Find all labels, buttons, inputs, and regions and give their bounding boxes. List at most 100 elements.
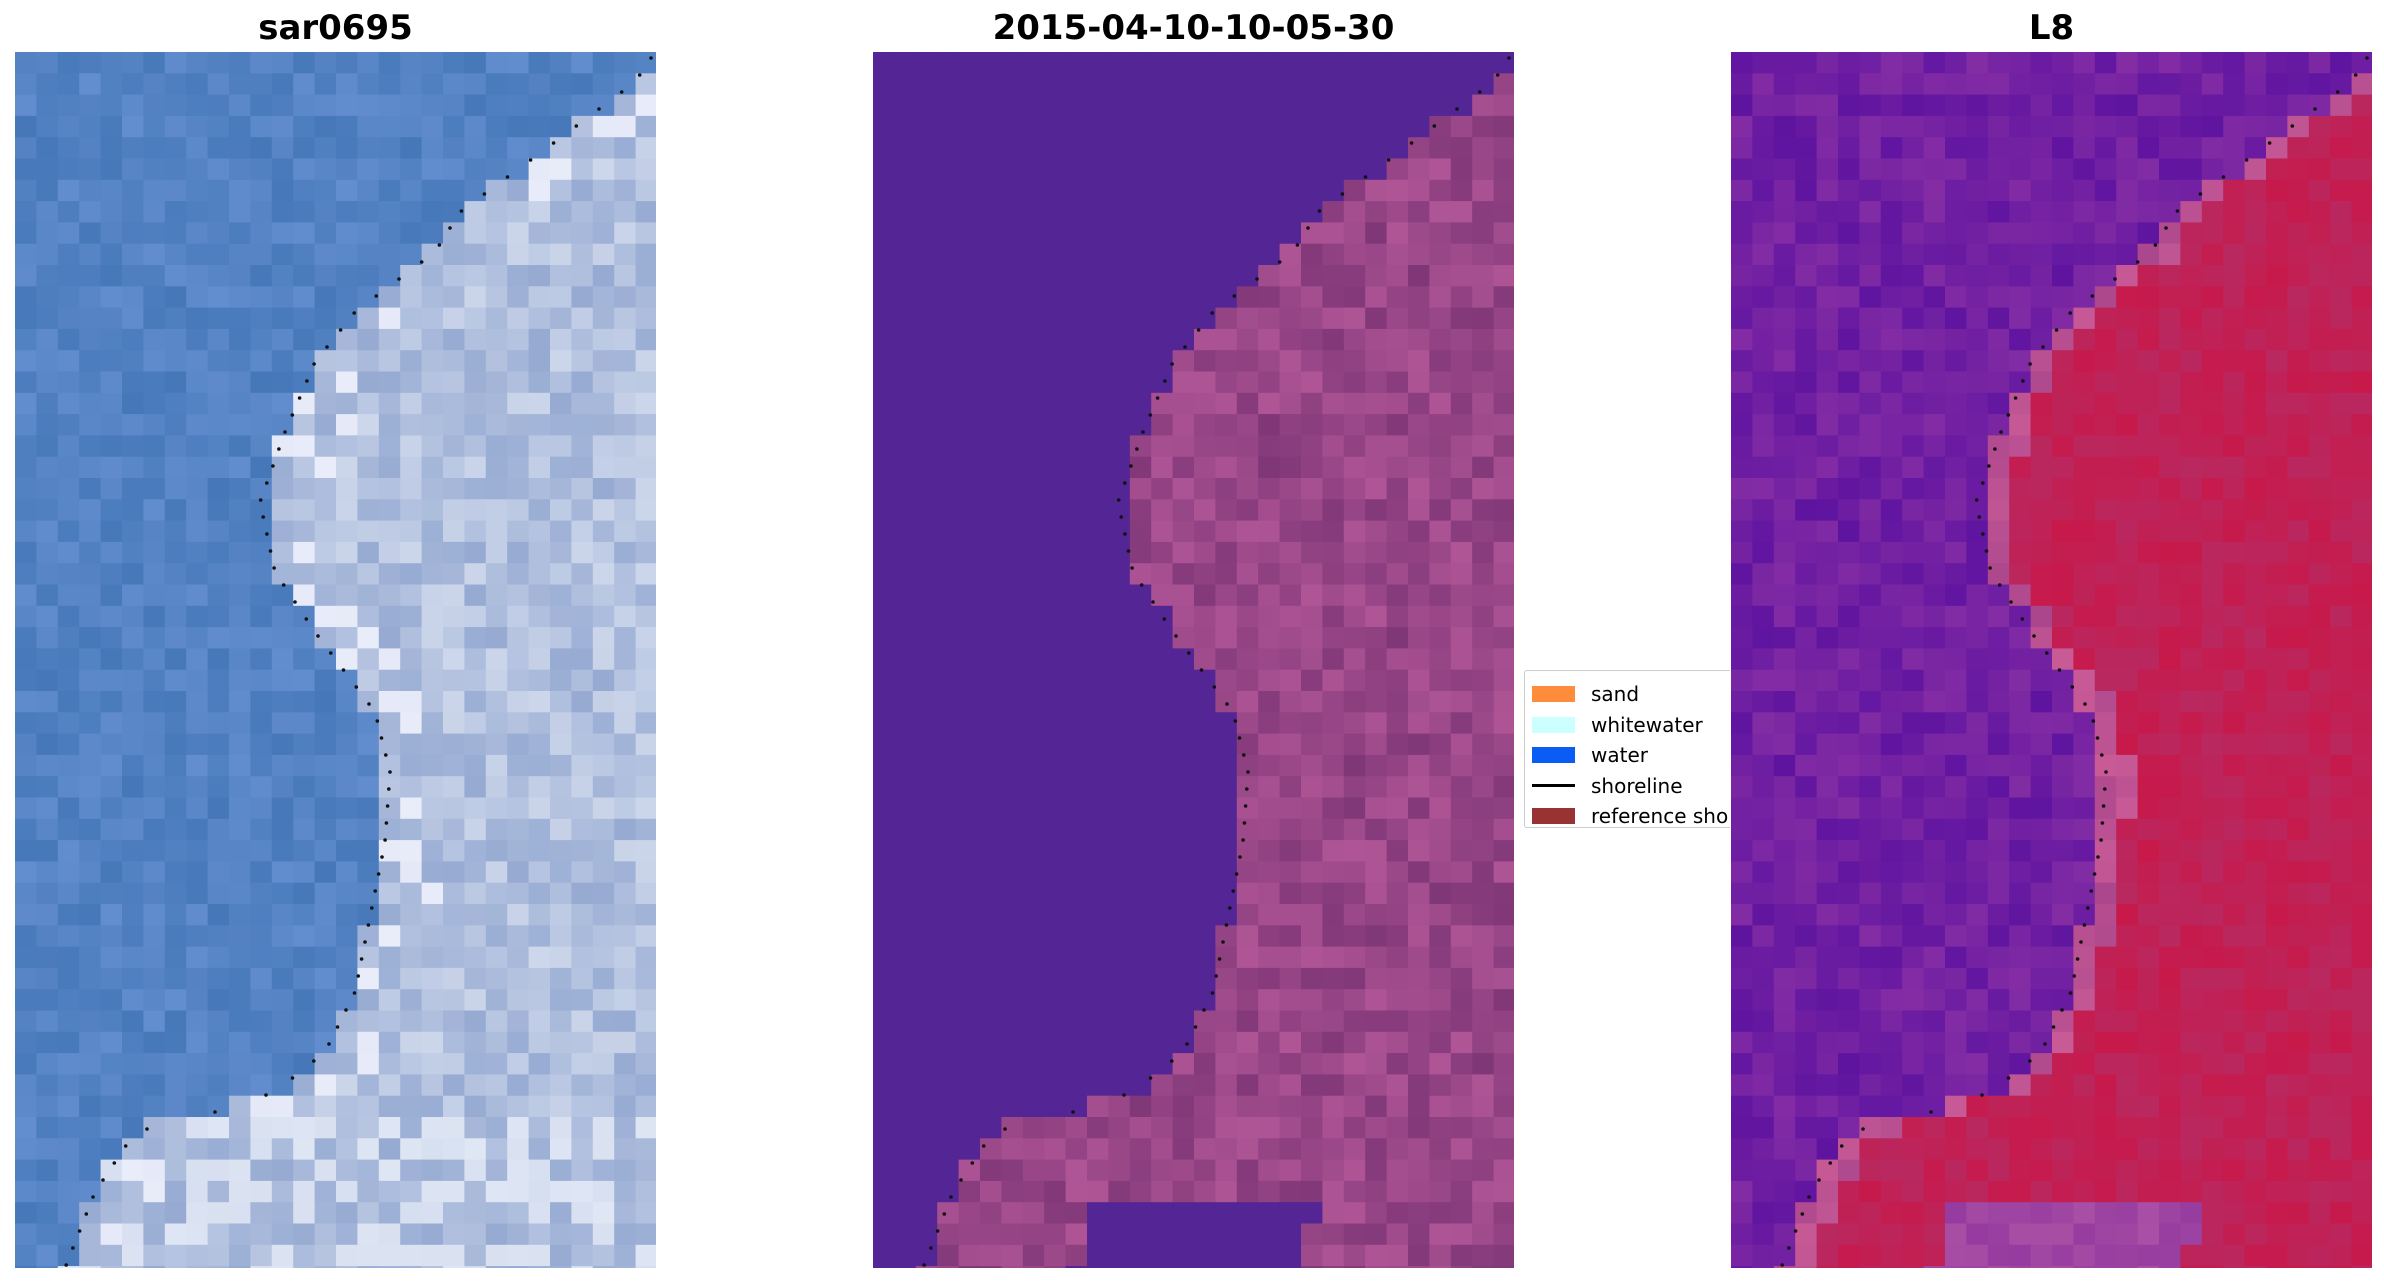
reference-shoreline-dot [367, 702, 371, 706]
reference-shoreline-dot [1003, 1127, 1007, 1131]
reference-shoreline-dot [929, 1246, 933, 1250]
reference-shoreline-dot [1507, 56, 1511, 60]
reference-shoreline-dot [1196, 328, 1201, 332]
reference-shoreline-dot [2082, 923, 2087, 927]
reference-shoreline-dot [2089, 889, 2093, 893]
reference-shoreline-dot [1780, 1263, 1784, 1267]
reference-shoreline-dot [1807, 1195, 1811, 1199]
legend-label: shoreline [1591, 773, 1683, 798]
reference-shoreline-dot [268, 549, 273, 553]
reference-shoreline-dot [1148, 1076, 1153, 1080]
reference-shoreline-dot [84, 1212, 89, 1216]
reference-shoreline-dot [2091, 719, 2096, 723]
reference-shoreline-dot [1999, 430, 2003, 434]
panel-title-classification: 2015-04-10-10-05-30 [992, 8, 1395, 48]
reference-shoreline-dot [1148, 413, 1153, 417]
reference-shoreline-dot [1237, 736, 1242, 740]
reference-shoreline-dot [383, 838, 387, 842]
reference-shoreline-dot [352, 991, 357, 995]
reference-shoreline-dot [2353, 73, 2358, 77]
reference-shoreline-dot [1793, 1229, 1798, 1233]
reference-shoreline-dot [2028, 362, 2032, 366]
reference-shoreline-dot [2164, 226, 2168, 230]
reference-shoreline-dot [123, 1144, 128, 1148]
reference-shoreline-dot [1139, 583, 1144, 587]
reference-shoreline-dot [1246, 770, 1250, 774]
reference-shoreline-dot [419, 260, 424, 264]
reference-shoreline-dot [1243, 804, 1248, 808]
classified-image [873, 52, 1514, 1268]
reference-shoreline-dot [2198, 192, 2203, 196]
reference-shoreline-dot [1386, 158, 1391, 162]
reference-shoreline-dot [363, 940, 367, 944]
reference-shoreline-dot [1231, 889, 1235, 893]
reference-shoreline-dot [373, 889, 378, 893]
reference-shoreline-dot [112, 1161, 117, 1165]
reference-shoreline-dot [2051, 1025, 2056, 1029]
reference-shoreline-dot [942, 1212, 947, 1216]
reference-shoreline-dot [459, 209, 464, 213]
mndwi-image [1731, 52, 2372, 1268]
legend: sand whitewater water shoreline referenc… [1524, 670, 1730, 828]
reference-shoreline-dot [1277, 260, 1282, 264]
reference-shoreline-dot [1071, 1110, 1075, 1114]
reference-shoreline-dot [1432, 124, 1437, 128]
reference-shoreline-dot [1202, 1008, 1206, 1012]
panel-title-mndwi: L8 [2028, 8, 2075, 48]
reference-shoreline-dot [1217, 957, 1222, 961]
reference-shoreline-dot [1155, 396, 1160, 400]
mndwi-image-canvas [1731, 52, 2372, 1268]
reference-shoreline-dot [71, 1246, 75, 1250]
reference-shoreline-dot [1241, 838, 1245, 842]
reference-shoreline-dot [1135, 447, 1139, 451]
reference-shoreline-dot [2313, 107, 2317, 111]
reference-shoreline-dot [597, 107, 601, 111]
reference-shoreline-dot [1233, 719, 1238, 723]
reference-shoreline-dot [2101, 804, 2106, 808]
reference-shoreline-dot [1828, 1161, 1833, 1165]
reference-shoreline-dot [437, 243, 442, 247]
reference-shoreline-dot [1242, 821, 1247, 825]
reference-shoreline-dot [1193, 1025, 1198, 1029]
reference-shoreline-dot [1340, 192, 1345, 196]
reference-shoreline-dot [1981, 481, 1985, 485]
reference-shoreline-dot [1455, 107, 1459, 111]
reference-shoreline-dot [2335, 90, 2340, 94]
reference-shoreline-dot [2083, 702, 2087, 706]
reference-shoreline-dot [213, 1110, 217, 1114]
reference-shoreline-dot [949, 1195, 953, 1199]
reference-shoreline-dot [354, 685, 359, 689]
reference-shoreline-dot [344, 1008, 348, 1012]
reference-shoreline-dot [2020, 617, 2025, 621]
reference-shoreline-dot [290, 413, 295, 417]
reference-shoreline-dot [2100, 753, 2104, 757]
reference-shoreline-dot [261, 515, 265, 519]
reference-shoreline-dot [2041, 345, 2045, 349]
reference-shoreline-dot [1119, 515, 1123, 519]
reference-shoreline-dot [482, 192, 487, 196]
legend-label: water [1591, 743, 1648, 768]
reference-shoreline-dot [64, 1263, 68, 1267]
reference-shoreline-dot [1974, 498, 1979, 502]
reference-shoreline-dot [2290, 124, 2295, 128]
reference-shoreline-dot [1988, 566, 1992, 570]
reference-shoreline-dot [2057, 668, 2062, 672]
reference-shoreline-dot [145, 1127, 149, 1131]
classified-image-canvas [873, 52, 1514, 1268]
reference-shoreline-dot [2032, 634, 2036, 638]
reference-shoreline-dot [376, 872, 381, 876]
reference-shoreline-dot [2100, 821, 2105, 825]
sand-swatch [1532, 686, 1575, 703]
legend-label: sand [1591, 682, 1640, 707]
reference-shoreline-dot [1317, 209, 1322, 213]
reference-shoreline-dot [359, 957, 364, 961]
reference-shoreline-dot [1199, 668, 1204, 672]
legend-item-reference-shoreline: reference sho [1525, 801, 1730, 827]
reference-shoreline-dot [1245, 787, 1249, 791]
reference-shoreline-dot [637, 73, 642, 77]
reference-shoreline-dot [283, 430, 287, 434]
reference-shoreline-dot [2244, 158, 2249, 162]
reference-shoreline-dot [1232, 294, 1237, 298]
reference-shoreline-dot [1981, 532, 1985, 536]
reference-shoreline-dot [101, 1178, 105, 1182]
